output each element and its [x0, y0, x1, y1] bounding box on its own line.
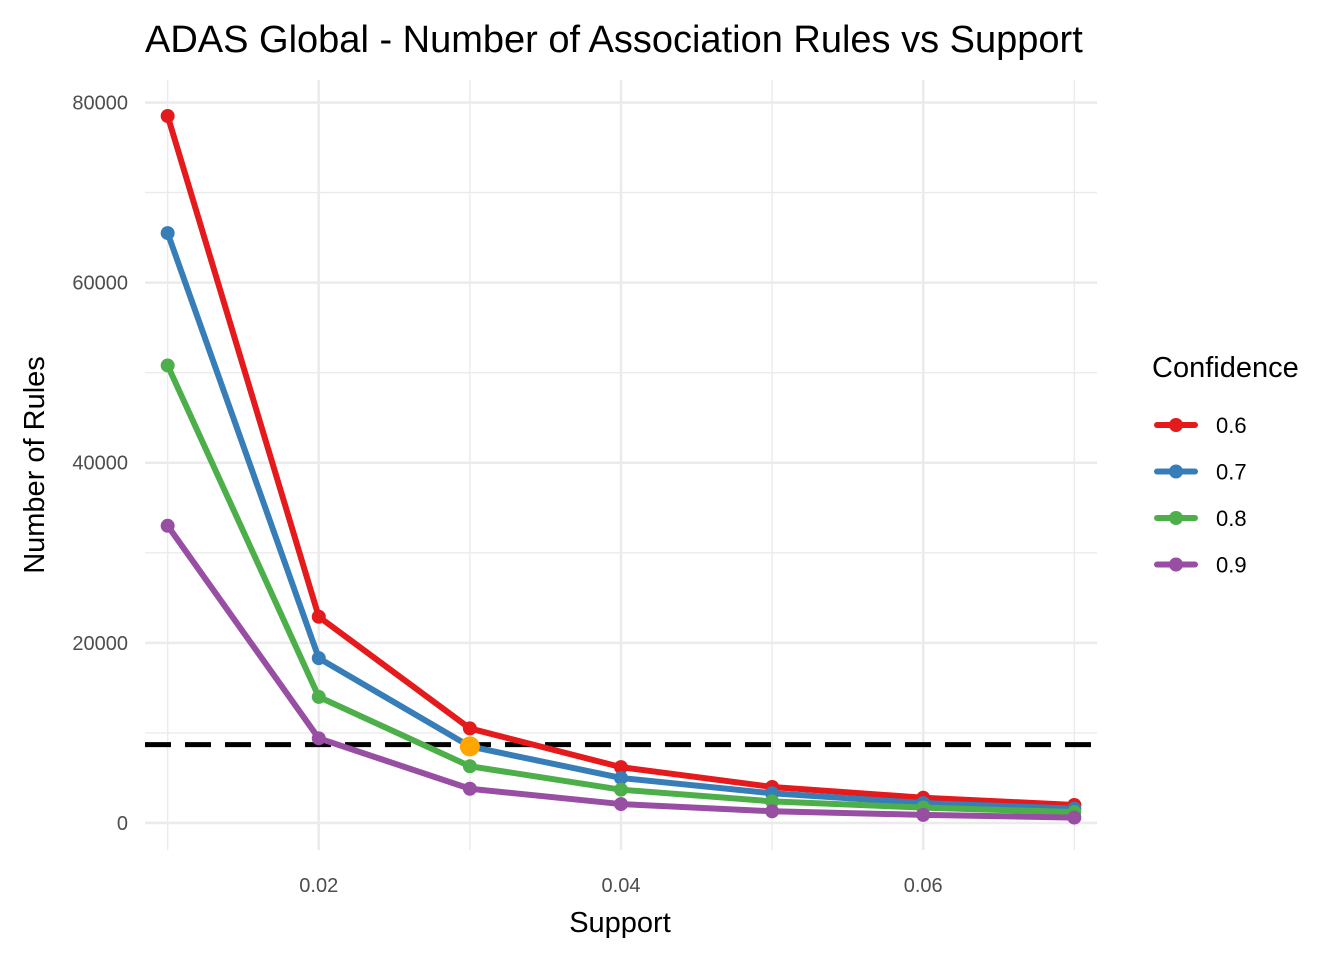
data-point-0.8 [462, 759, 477, 774]
legend-swatch-point [1169, 464, 1183, 479]
data-point-0.8 [160, 358, 175, 373]
data-point-0.6 [160, 109, 175, 124]
y-tick-label: 0 [117, 813, 128, 835]
legend: Confidence 0.6 0.7 0.8 0.9 [1152, 352, 1299, 578]
data-point-0.9 [765, 804, 780, 819]
data-point-0.6 [614, 760, 628, 775]
data-point-0.6 [462, 721, 477, 736]
data-point-0.9 [916, 807, 931, 822]
legend-swatch-point [1169, 511, 1183, 525]
data-point-0.9 [462, 781, 477, 796]
y-tick-label: 80000 [72, 93, 128, 115]
x-tick-label: 0.02 [299, 875, 338, 897]
y-tick-label: 40000 [72, 453, 128, 475]
x-tick-labels: 0.02 0.04 0.06 [299, 875, 942, 897]
y-tick-label: 20000 [72, 633, 128, 655]
data-point-0.7 [614, 770, 628, 785]
data-point-0.9 [614, 797, 628, 812]
grid [145, 80, 1097, 850]
data-point-0.8 [765, 794, 780, 809]
data-point-0.8 [311, 689, 326, 704]
x-tick-label: 0.06 [904, 875, 943, 897]
data-point-0.7 [160, 226, 175, 241]
x-axis-title: Support [569, 907, 671, 939]
data-point-0.9 [160, 518, 175, 533]
highlight-group [459, 736, 480, 757]
legend-swatch-point [1169, 418, 1183, 432]
y-axis-title: Number of Rules [19, 356, 51, 574]
y-tick-labels: 0 20000 40000 60000 80000 [72, 93, 128, 835]
legend-swatch-point [1169, 557, 1183, 572]
data-point-0.7 [311, 651, 326, 666]
legend-label: 0.8 [1216, 506, 1247, 531]
y-tick-label: 60000 [72, 273, 128, 295]
data-point-0.8 [614, 782, 628, 797]
data-point-0.9 [311, 731, 326, 746]
legend-title: Confidence [1152, 352, 1299, 384]
legend-label: 0.7 [1216, 460, 1247, 485]
series-group [160, 109, 1082, 825]
legend-label: 0.9 [1216, 553, 1247, 578]
data-point-0.9 [1067, 810, 1082, 825]
chart-title: ADAS Global - Number of Association Rule… [145, 19, 1083, 61]
data-point-0.6 [311, 609, 326, 624]
highlight-point [459, 736, 480, 757]
x-tick-label: 0.04 [602, 875, 641, 897]
legend-label: 0.6 [1216, 413, 1247, 438]
